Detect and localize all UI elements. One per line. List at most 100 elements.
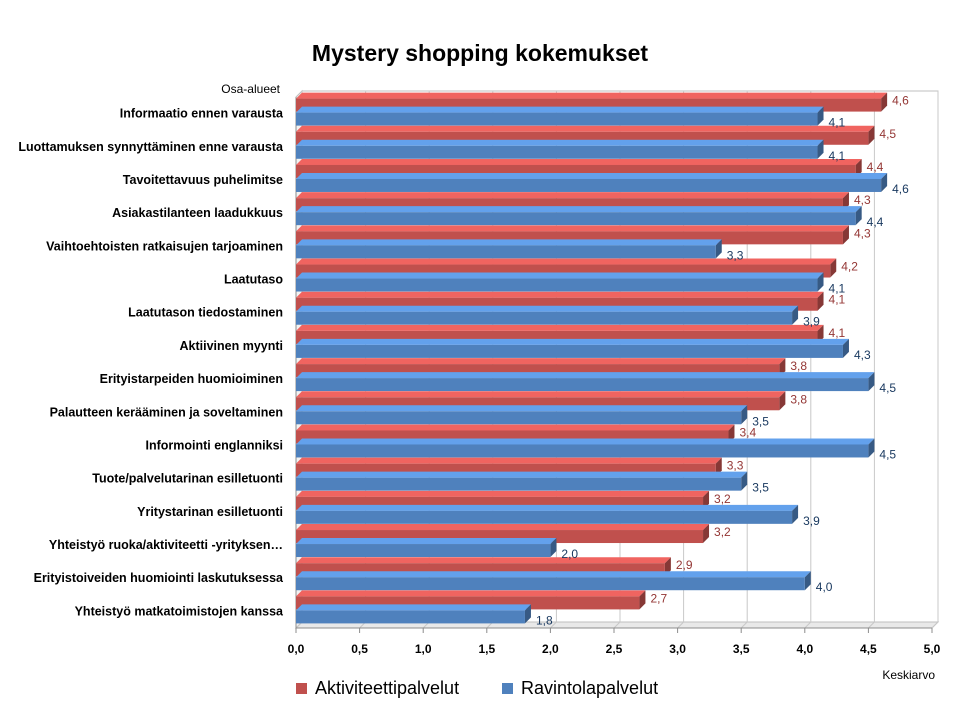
chart-title: Mystery shopping kokemukset [311,40,649,66]
bar-ravintolapalvelut [296,172,888,192]
data-label: 3,8 [790,359,807,373]
bar-ravintolapalvelut [296,239,722,259]
x-tick-label: 4,5 [860,642,877,656]
bar-side-face [881,92,888,112]
bar-ravintolapalvelut [296,139,824,159]
bar-side-face [855,206,862,226]
bar-side-face [830,258,837,278]
legend-label: Ravintolapalvelut [521,678,659,698]
bar-front-face [296,577,805,591]
bar-top-face [296,524,710,531]
bar-front-face [296,344,843,358]
bar-front-face [296,444,869,458]
bar-top-face [296,192,849,199]
bar-ravintolapalvelut [296,538,557,558]
bar-front-face [296,112,818,126]
gridline-floor [550,621,557,629]
bar-ravintolapalvelut [296,206,862,226]
data-label: 3,8 [790,392,807,406]
bar-top-face [296,258,837,265]
bar-top-face [296,471,748,478]
bar-side-face [868,125,875,145]
bar-top-face [296,358,786,365]
bar-front-face [296,278,818,292]
legend-swatch-ravintolapalvelut [502,683,513,694]
bar-ravintolapalvelut [296,504,799,524]
category-label: Informaatio ennen varausta [120,107,284,121]
data-label: 4,4 [867,215,884,229]
x-tick-label: 1,0 [415,642,432,656]
bar-ravintolapalvelut [296,338,849,358]
data-label: 4,2 [841,260,858,274]
category-label: Tavoitettavuus puhelimitse [123,173,283,187]
bar-front-face [296,610,525,624]
x-tick-label: 2,5 [606,642,623,656]
legend: Aktiviteettipalvelut Ravintolapalvelut [0,678,960,702]
data-label: 4,5 [879,381,896,395]
data-label: 4,5 [879,127,896,141]
category-label: Aktiivinen myynti [180,339,284,353]
gridline-floor [868,621,875,629]
category-labels: Informaatio ennen varausta Luottamuksen s… [18,107,284,619]
category-label: Yhteistyö matkatoimistojen kanssa [75,604,284,618]
x-tick-label: 5,0 [924,642,941,656]
bar-front-face [296,178,882,192]
data-label: 4,6 [892,182,909,196]
data-label: 3,3 [727,248,744,262]
bar-front-face [296,544,551,558]
bar-side-face [703,524,710,544]
bar-side-face [817,106,824,126]
data-label: 4,4 [867,160,884,174]
bar-top-face [296,139,824,146]
data-label: 4,5 [879,447,896,461]
legend-label: Aktiviteettipalvelut [315,678,460,698]
bar-ravintolapalvelut [296,604,531,624]
data-label: 3,9 [803,315,820,329]
x-axis-title: Keskiarvo [882,668,935,682]
bar-side-face [842,225,849,245]
legend-item-aktiviteettipalvelut: Aktiviteettipalvelut [296,678,459,699]
gridline-floor [677,621,684,629]
bar-side-face [817,291,824,311]
bar-front-face [296,477,742,491]
x-tick-label: 3,0 [669,642,686,656]
bar-ravintolapalvelut [296,471,748,491]
data-labels: 4,64,14,54,14,44,64,34,44,33,34,24,14,13… [536,94,909,628]
bar-top-face [296,305,799,312]
legend-item-ravintolapalvelut: Ravintolapalvelut [502,678,658,699]
data-label: 3,3 [727,459,744,473]
bar-top-face [296,158,862,165]
bar-top-face [296,225,849,232]
data-label: 4,1 [829,282,846,296]
x-tick-label: 2,0 [542,642,559,656]
bar-top-face [296,504,799,511]
bar-top-face [296,106,824,113]
category-label: Erityistarpeiden huomioiminen [100,372,283,386]
bar-ravintolapalvelut [296,438,875,458]
category-label: Yritystarinan esilletuonti [137,505,283,519]
data-label: 3,5 [752,481,769,495]
legend-swatch-aktiviteettipalvelut [296,683,307,694]
bar-top-face [296,571,811,578]
data-label: 3,5 [752,414,769,428]
bar-side-face [792,504,799,524]
bar-front-face [296,245,716,259]
category-label: Laatutaso [224,273,283,287]
category-label: Asiakastilanteen laadukkuus [112,206,283,220]
bar-side-face [639,590,646,610]
category-label: Yhteistyö ruoka/aktiviteetti -yrityksen… [49,538,283,552]
bar-side-face [817,139,824,159]
data-label: 4,6 [892,94,909,108]
bar-side-face [524,604,531,624]
category-label: Tuote/palvelutarinan esilletuonti [92,472,283,486]
bar-ravintolapalvelut [296,305,799,325]
bar-side-face [881,172,888,192]
data-label: 4,1 [829,116,846,130]
bar-top-face [296,604,531,611]
x-tick-label: 1,5 [478,642,495,656]
bar-top-face [296,457,722,464]
bar-side-face [792,305,799,325]
data-label: 3,2 [714,492,731,506]
